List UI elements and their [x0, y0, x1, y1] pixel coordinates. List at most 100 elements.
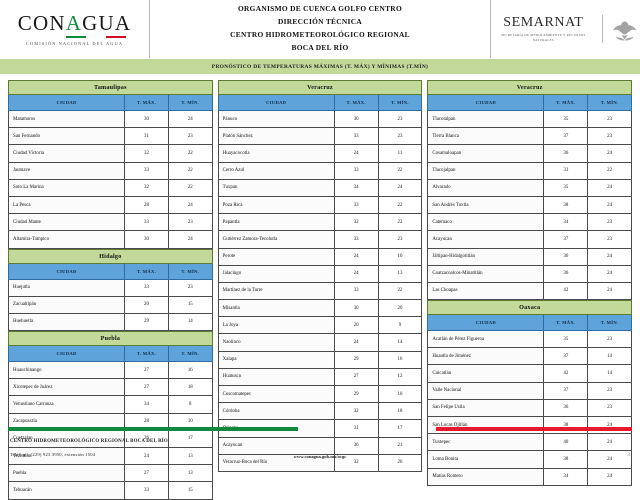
mexican-flag-accent-icon [65, 35, 126, 38]
state-header-row: Hidalgo [8, 248, 213, 264]
table-row: Jaumave 33 22 [7, 161, 213, 180]
cell-city: Puebla [7, 464, 126, 483]
cell-tmax: 27 [124, 378, 169, 397]
cell-city: Xalapa [217, 350, 335, 369]
cell-city: San Felipe Usila [427, 398, 545, 418]
cell-tmin: 22 [377, 161, 423, 180]
footer-website[interactable]: www.conagua.gob.mx/ocgc [293, 454, 347, 459]
cell-tmin: 18 [167, 378, 213, 397]
table-row: Naolinco 24 14 [217, 333, 423, 352]
table-row: Perote 24 10 [217, 247, 423, 266]
state-name: Oaxaca [427, 300, 633, 316]
state-header-row: Oaxaca [427, 300, 633, 316]
cell-tmin: 23 [377, 230, 423, 249]
cell-city: Zacapoaxtla [7, 412, 126, 431]
cell-tmax: 33 [333, 127, 379, 146]
table-row: La Pesca 28 24 [7, 195, 213, 215]
cell-tmax: 24 [333, 264, 379, 283]
cell-tmax: 32 [333, 453, 379, 472]
cell-tmax: 37 [543, 381, 589, 400]
cell-city: Coatzacoalcos-Minatitlán [427, 264, 545, 283]
cell-tmax: 30 [124, 230, 169, 249]
header-city: CIUDAD [427, 314, 545, 332]
page-footer: CENTRO HIDROMETEOROLÓGICO REGIONAL BOCA … [0, 422, 640, 480]
cell-city: Matamoros [7, 109, 126, 129]
cell-city: Martínez de la Torre [217, 281, 335, 301]
table-row: Veracruz-Boca del Río 32 26 [217, 453, 423, 472]
cell-tmin: 23 [587, 330, 633, 349]
cell-city: La Pesca [7, 195, 126, 215]
cell-tmin: 24 [167, 109, 213, 129]
header-city: CIUDAD [7, 262, 126, 280]
column-header-row: CIUDAD T. MÁX. T. MÍN. [7, 94, 213, 111]
cell-tmax: 37 [543, 230, 589, 249]
cell-tmax: 29 [124, 312, 169, 332]
cell-tmax: 20 [124, 295, 169, 314]
cell-tmin: 9 [377, 316, 423, 335]
cell-tmax: 34 [333, 178, 379, 197]
header-title-line-2: DIRECCIÓN TÉCNICA [277, 17, 362, 27]
cell-city: Ciudad Victoria [7, 144, 126, 163]
cell-tmax: 33 [124, 161, 169, 180]
cell-tmax: 38 [543, 195, 589, 215]
cell-tmax: 32 [333, 213, 379, 232]
cell-tmin: 14 [587, 347, 633, 366]
cell-city: Huayacocotla [217, 144, 335, 163]
table-row: Huatusco 27 12 [217, 367, 423, 387]
table-row: Catemaco 34 23 [427, 213, 633, 232]
table-row: Ciudad Victoria 32 22 [7, 144, 213, 163]
table-row: Huautla de Jiménez 37 14 [427, 347, 633, 366]
cell-tmax: 27 [124, 361, 169, 380]
header-tmax: T. MÁX. [543, 314, 589, 332]
footer-green-bar [8, 427, 298, 431]
header-title-line-3: CENTRO HIDROMETEOROLÓGICO REGIONAL [230, 30, 410, 39]
cell-tmax: 24 [333, 144, 379, 163]
table-row: Zacapoaxtla 28 10 [7, 412, 213, 431]
state-name: Tamaulipas [8, 80, 213, 95]
cell-tmin: 24 [587, 247, 633, 266]
cell-city: Pánuco [217, 109, 335, 129]
cell-city: Platón Sánchez [217, 127, 335, 146]
cell-tmax: 35 [543, 330, 589, 349]
table-row: Zacualtipán 20 15 [7, 295, 213, 314]
cell-city: Poza Rica [217, 195, 335, 215]
cell-city: Tehuacán [7, 481, 126, 500]
forecast-column-left: Tamaulipas CIUDAD T. MÁX. T. MÍN. Matamoros 3… [7, 80, 213, 500]
cell-tmax: 33 [333, 161, 379, 180]
table-row: Gutiérrez Zamora-Tecolutla 33 23 [217, 230, 423, 249]
cell-tmin: 26 [377, 453, 423, 472]
table-row: Córdoba 32 18 [217, 402, 423, 421]
cell-tmin: 15 [167, 481, 213, 500]
table-row: Cosamaloapan 36 24 [427, 144, 633, 163]
header-title-line-4: BOCA DEL RÍO [291, 42, 349, 52]
header-tmin: T. MÍN. [587, 94, 633, 111]
state-header-row: Puebla [8, 331, 213, 347]
forecast-column-center: Veracruz CIUDAD T. MÁX. T. MÍN. Pánuco 30 23 Pl… [217, 80, 423, 472]
header-tmin: T. MÍN. [167, 345, 213, 363]
table-row: Las Choapas 42 24 [427, 281, 633, 301]
cell-tmax: 37 [543, 347, 589, 366]
cell-city: Tierra Blanca [427, 127, 545, 146]
cell-city: Gutiérrez Zamora-Tecolutla [217, 230, 335, 249]
cell-city: Misantla [217, 299, 335, 318]
cell-tmax: 36 [543, 144, 589, 163]
cell-tmin: 13 [167, 464, 213, 483]
state-name: Puebla [8, 331, 213, 347]
column-header-row: CIUDAD T. MÁX. T. MÍN. [427, 94, 633, 111]
cell-tmin: 23 [587, 381, 633, 400]
cell-tmax: 33 [124, 481, 169, 500]
cell-tmin: 14 [587, 364, 633, 383]
cell-tmax: 37 [543, 127, 589, 146]
semarnat-tagline: SECRETARÍA DE MEDIO AMBIENTE Y RECURSOS … [501, 32, 586, 42]
table-row: Jáltipan-Hidalgotitlán 36 24 [427, 247, 633, 266]
cell-city: Catemaco [427, 213, 545, 232]
cell-tmax: 32 [124, 178, 169, 197]
footer-page-number: 3 [627, 452, 630, 458]
cell-tmin: 24 [587, 433, 633, 452]
cell-tmax: 42 [543, 364, 589, 383]
cell-tmin: 23 [167, 213, 213, 232]
cell-tmin: 16 [377, 350, 423, 369]
footer-color-bars [0, 426, 640, 432]
table-row: Huauchinango 27 16 [7, 361, 213, 380]
cell-tmax: 33 [124, 278, 169, 297]
